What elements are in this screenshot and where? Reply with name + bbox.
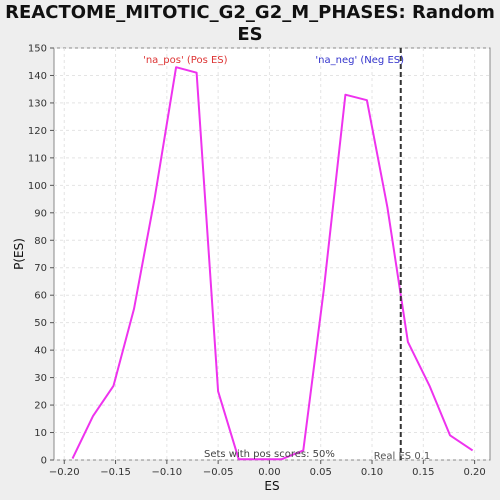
y-tick-label: 30 xyxy=(34,373,47,384)
plot-area xyxy=(53,47,491,461)
y-tick-label: 130 xyxy=(28,98,47,109)
x-tick-label: 0.00 xyxy=(258,467,280,478)
y-tick-label: 50 xyxy=(34,318,47,329)
y-axis-label: P(ES) xyxy=(12,238,26,270)
x-tick-label: −0.05 xyxy=(203,467,234,478)
x-tick-label: 0.10 xyxy=(361,467,383,478)
y-tick-label: 80 xyxy=(34,236,47,247)
y-tick-label: 10 xyxy=(34,428,47,439)
y-tick-label: 100 xyxy=(28,181,47,192)
sets-pos-scores-label: Sets with pos scores: 50% xyxy=(204,449,335,460)
x-tick-label: −0.15 xyxy=(100,467,131,478)
y-tick-label: 0 xyxy=(41,456,47,467)
y-tick-label: 90 xyxy=(34,208,47,219)
y-tick-label: 140 xyxy=(28,71,47,82)
y-tick-label: 110 xyxy=(28,153,47,164)
series-line xyxy=(71,66,474,461)
pos-es-label: 'na_pos' (Pos ES) xyxy=(143,55,228,66)
x-tick-label: 0.05 xyxy=(310,467,332,478)
x-tick-label: −0.20 xyxy=(49,467,80,478)
series-layer xyxy=(71,66,474,461)
x-tick-label: 0.20 xyxy=(463,467,485,478)
x-tick-label: 0.15 xyxy=(412,467,434,478)
neg-es-label: 'na_neg' (Neg ES) xyxy=(315,55,404,66)
y-tick-label: 150 xyxy=(28,44,47,55)
annotations: 'na_pos' (Pos ES) 'na_neg' (Neg ES) Real E… xyxy=(143,48,430,462)
real-es-label: Real ES 0.1 xyxy=(374,451,430,462)
y-tick-label: 120 xyxy=(28,126,47,137)
y-tick-label: 70 xyxy=(34,263,47,274)
chart-title-line-1: REACTOME_MITOTIC_G2_G2_M_PHASES: Random … xyxy=(5,2,495,45)
grid-lines xyxy=(54,47,490,461)
x-axis-label: ES xyxy=(264,479,279,493)
y-tick-label: 60 xyxy=(34,291,47,302)
x-tick-label: −0.10 xyxy=(152,467,183,478)
y-tick-label: 40 xyxy=(34,346,47,357)
axes: 0 10 20 30 40 50 60 70 80 90 100 110 120 130 140 150 −0.… xyxy=(28,44,486,479)
y-tick-label: 20 xyxy=(34,401,47,412)
